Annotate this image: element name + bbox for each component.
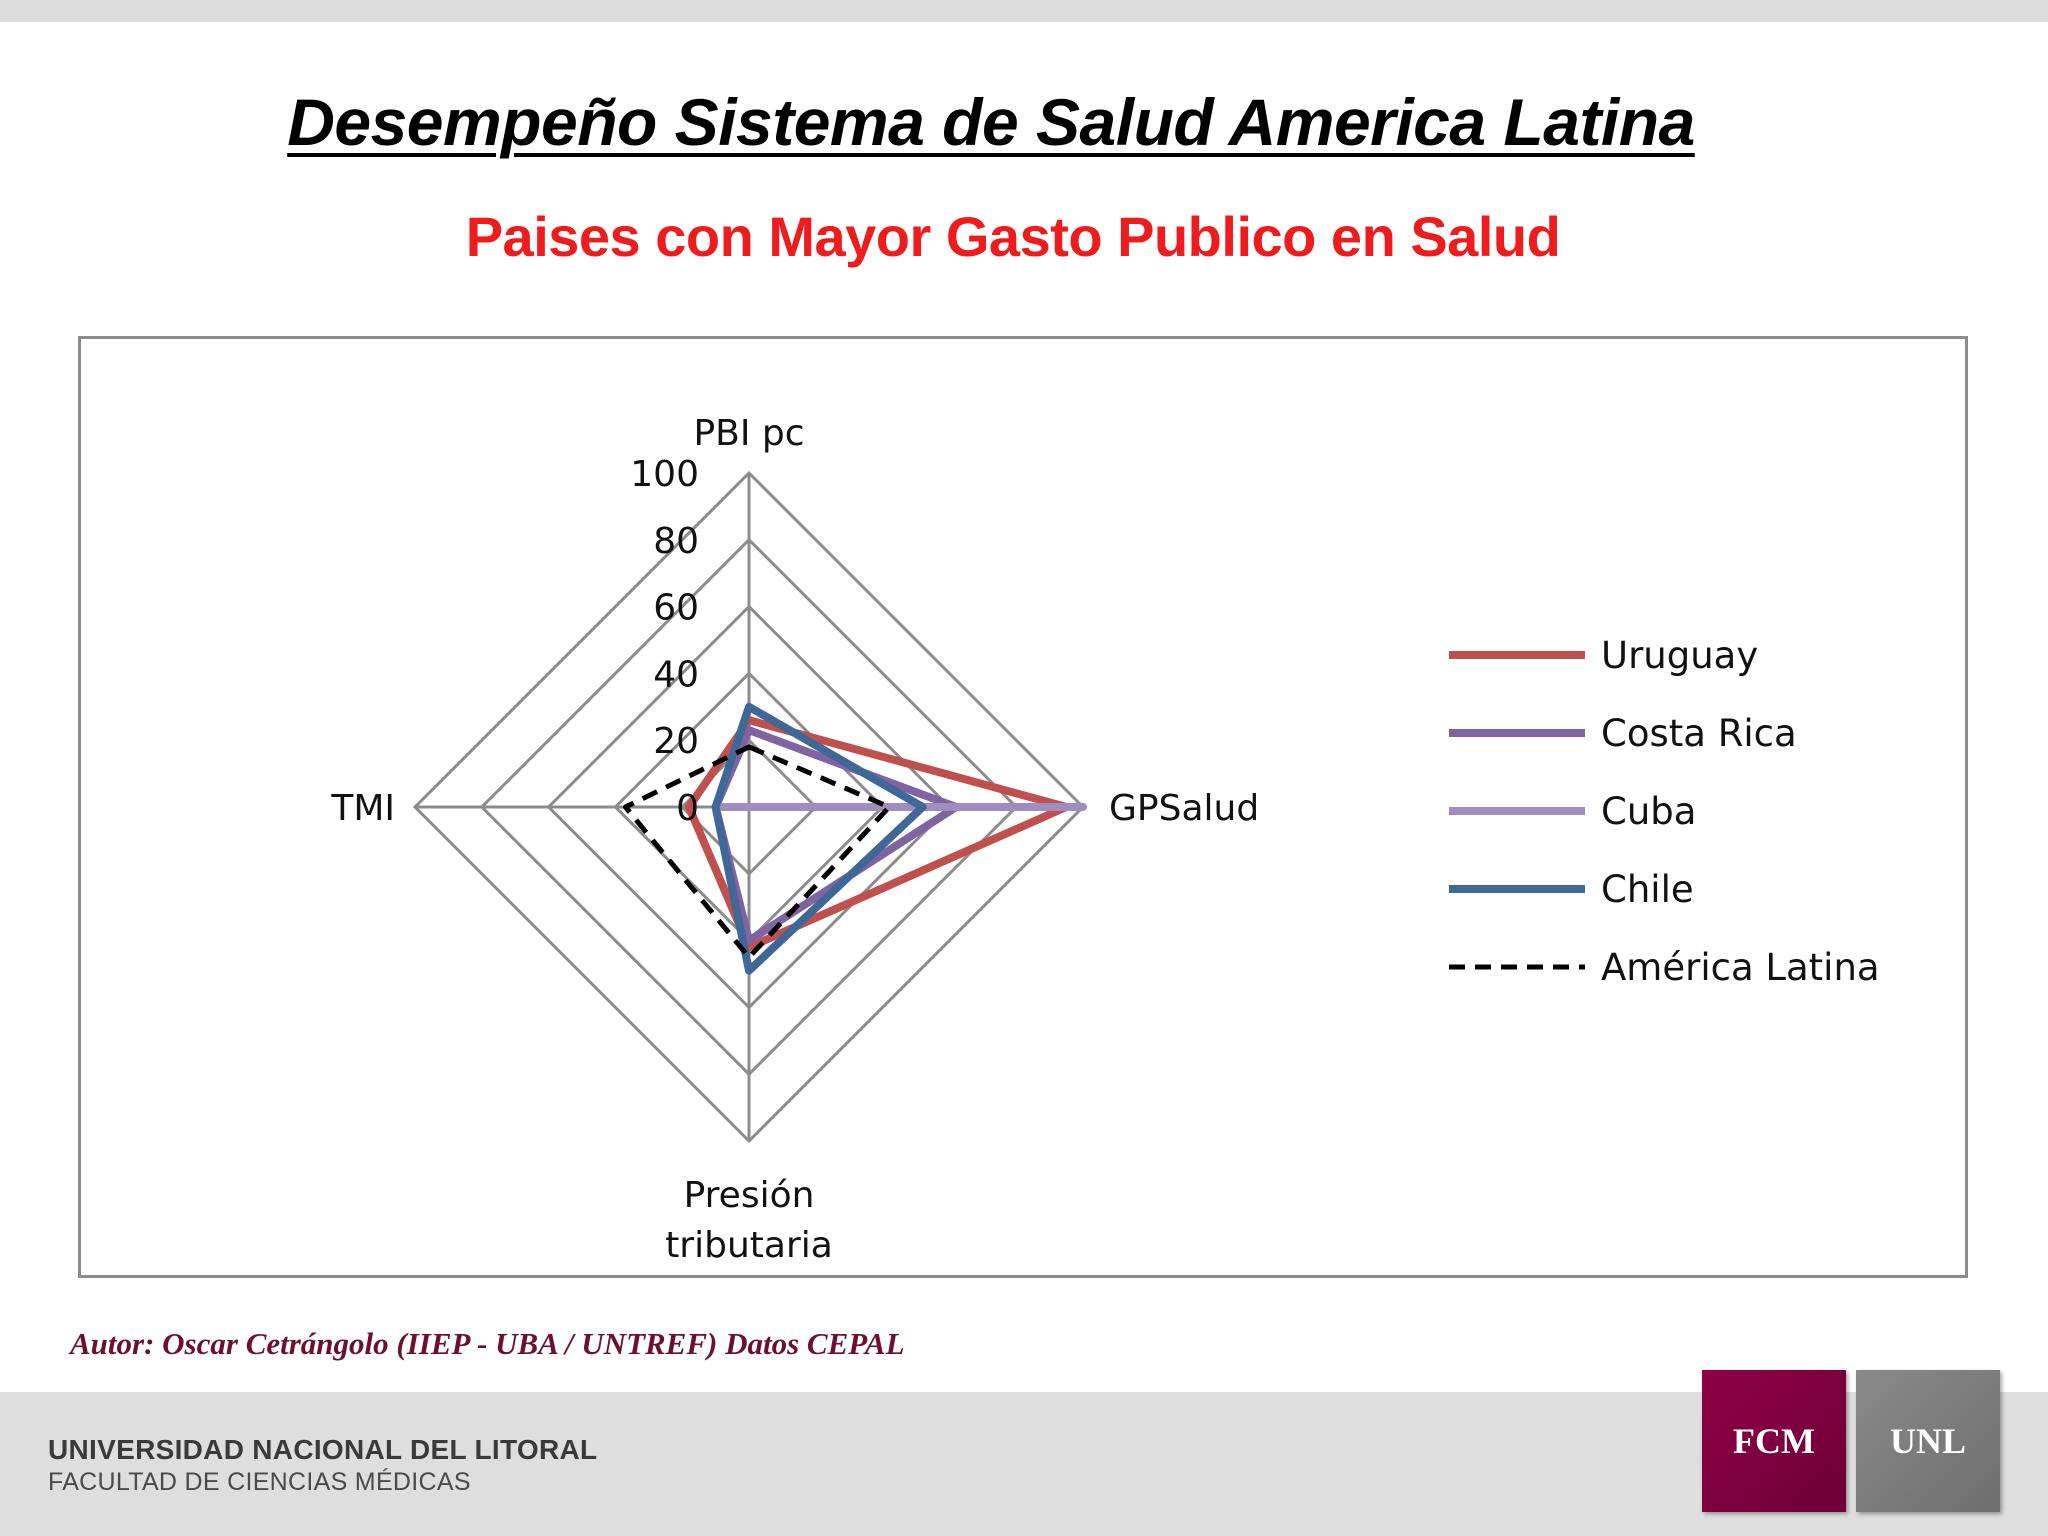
tick-label-40: 40 xyxy=(653,654,699,695)
tick-label-0: 0 xyxy=(676,788,699,829)
fcm-logo-text: FCM xyxy=(1733,1421,1815,1461)
legend-label-america-latina: América Latina xyxy=(1601,946,1880,989)
legend-label-chile: Chile xyxy=(1601,868,1694,911)
top-bar xyxy=(0,0,2048,22)
series-line-uruguay xyxy=(684,716,1071,952)
tick-label-80: 80 xyxy=(653,521,699,562)
slide-subtitle: Paises con Mayor Gasto Publico en Salud xyxy=(465,205,1561,268)
series-line-chile xyxy=(711,702,927,975)
tick-label-20: 20 xyxy=(653,721,699,762)
radar-chart-frame: 0 20 40 60 80 100 PBI pc GPSalud Presión tributar… xyxy=(78,336,1968,1278)
axis-label-presion-tributaria: Presión tributaria xyxy=(665,1175,833,1266)
fcm-logo: FCM xyxy=(1702,1370,1846,1512)
legend-label-costa-rica: Costa Rica xyxy=(1601,712,1797,755)
axis-label-gpsalud: GPSalud xyxy=(1109,788,1259,829)
author-note: Autor: Oscar Cetrángolo (IIEP - UBA / UN… xyxy=(70,1326,905,1361)
axis-label-tmi: TMI xyxy=(330,788,395,829)
tick-label-100: 100 xyxy=(630,454,699,495)
university-name: UNIVERSIDAD NACIONAL DEL LITORAL xyxy=(48,1434,598,1465)
legend-label-uruguay: Uruguay xyxy=(1601,634,1758,677)
unl-logo: UNL xyxy=(1856,1370,2000,1512)
slide-title: Desempeño Sistema de Salud America Latin… xyxy=(287,85,1695,159)
series-line-america-latina xyxy=(622,744,892,960)
faculty-name: FACULTAD DE CIENCIAS MÉDICAS xyxy=(48,1468,471,1496)
tick-label-60: 60 xyxy=(653,588,699,629)
axis-label-pbi-pc: PBI pc xyxy=(693,413,804,454)
legend-label-cuba: Cuba xyxy=(1601,790,1696,833)
unl-logo-text: UNL xyxy=(1889,1421,1966,1461)
